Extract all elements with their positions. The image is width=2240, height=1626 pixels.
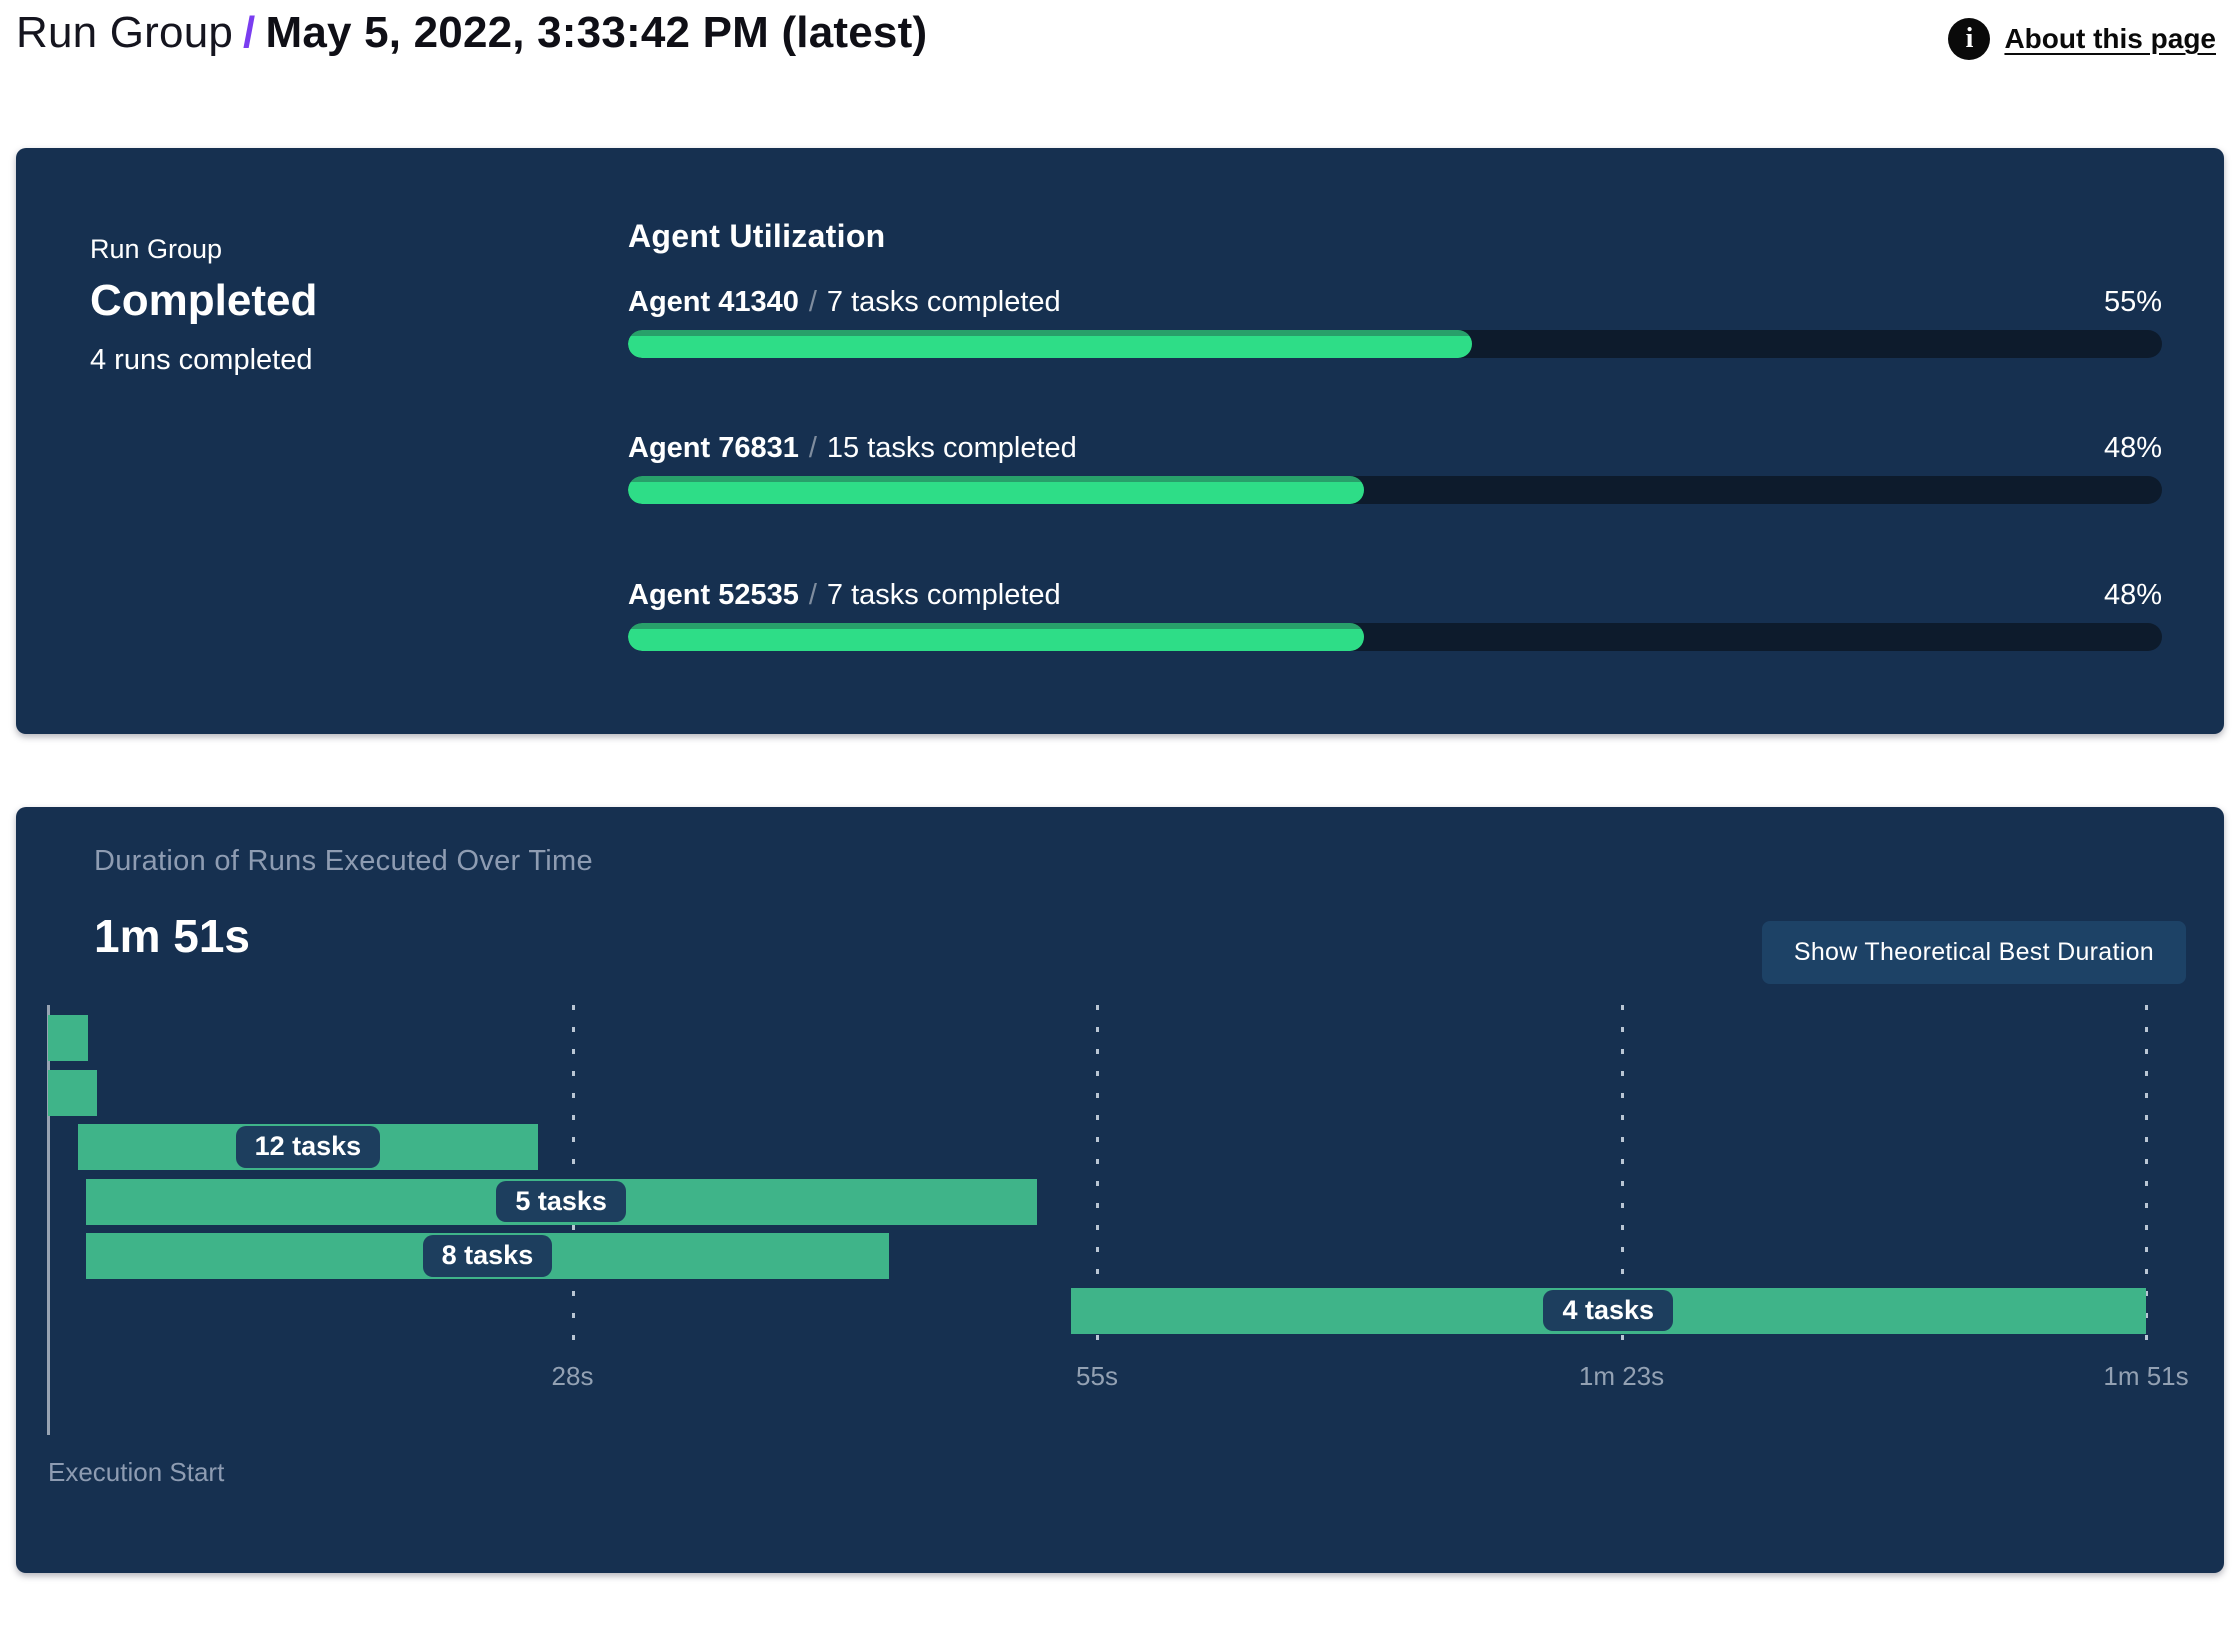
agent-tasks-completed: 7 tasks completed (826, 286, 1061, 318)
run-group-status-panel: Run Group Completed 4 runs completed Age… (16, 148, 2224, 734)
about-link-label[interactable]: About this page (2004, 23, 2216, 54)
info-icon[interactable]: i (1948, 18, 1991, 60)
run-duration-bar[interactable]: 4 tasks (1070, 1287, 2146, 1334)
agent-tasks-completed: 7 tasks completed (826, 579, 1061, 611)
task-count-pill: 12 tasks (235, 1126, 381, 1168)
agent-label-separator: / (808, 432, 817, 464)
page-title: May 5, 2022, 3:33:42 PM (latest) (265, 8, 928, 57)
axis-tick-label: 1m 51s (2103, 1361, 2189, 1391)
agent-label-line: Agent 41340 / 7 tasks completed 55% (628, 286, 2162, 322)
execution-start-axis-line (47, 1005, 50, 1435)
run-duration-bar[interactable] (48, 1015, 88, 1061)
agent-label-line: Agent 52535 / 7 tasks completed 48% (628, 579, 2162, 615)
show-theoretical-best-duration-button[interactable]: Show Theoretical Best Duration (1761, 921, 2186, 984)
total-duration-value: 1m 51s (94, 910, 251, 962)
agent-utilization-percent: 48% (2103, 579, 2162, 611)
agent-utilization-row: Agent 41340 / 7 tasks completed 55% (628, 286, 2162, 358)
run-duration-bar[interactable]: 8 tasks (85, 1233, 890, 1279)
axis-tick-label: 28s (551, 1361, 594, 1391)
agent-utilization-track (628, 330, 2162, 358)
agent-utilization-fill (628, 330, 1472, 358)
agent-name: Agent 41340 (628, 286, 799, 318)
agent-utilization-track (628, 476, 2162, 504)
gridline (1096, 1005, 1099, 1353)
agent-utilization-percent: 55% (2103, 286, 2162, 318)
task-count-pill: 4 tasks (1543, 1289, 1674, 1332)
axis-tick-label: 55s (1076, 1361, 1118, 1391)
agent-utilization-row: Agent 76831 / 15 tasks completed 48% (628, 432, 2162, 504)
gridline (2145, 1005, 2148, 1353)
agent-utilization-fill (628, 623, 1365, 651)
axis-tick-label: 1m 23s (1578, 1361, 1665, 1391)
task-count-pill: 8 tasks (422, 1235, 553, 1277)
gantt-chart: 12 tasks 5 tasks 8 tasks 4 tasks 28s 55s 1m 2… (47, 1005, 2189, 1573)
page-header: Run Group / May 5, 2022, 3:33:42 PM (lates… (16, 0, 2224, 110)
task-count-pill: 5 tasks (496, 1180, 626, 1223)
agent-tasks-completed: 15 tasks completed (826, 432, 1077, 464)
agent-name: Agent 52535 (628, 579, 799, 611)
agent-utilization-fill (628, 476, 1365, 504)
agent-label-separator: / (808, 579, 817, 611)
agent-utilization-percent: 48% (2103, 432, 2162, 464)
agent-label-line: Agent 76831 / 15 tasks completed 48% (628, 432, 2162, 468)
about-this-page-link[interactable]: i About this page (1948, 18, 2216, 60)
duration-chart-title: Duration of Runs Executed Over Time (94, 845, 593, 877)
run-group-label: Run Group (90, 234, 223, 264)
run-duration-bar[interactable]: 12 tasks (78, 1124, 538, 1170)
agent-utilization-track (628, 623, 2162, 651)
agent-label-separator: / (808, 286, 817, 318)
agent-utilization-section: Agent Utilization Agent 41340 / 7 tasks co… (628, 218, 2162, 651)
run-duration-bar[interactable]: 5 tasks (85, 1178, 1037, 1225)
gridline (1620, 1005, 1624, 1353)
breadcrumb-separator: / (243, 8, 256, 57)
run-group-subtitle: 4 runs completed (90, 344, 313, 376)
breadcrumb-run-group[interactable]: Run Group (16, 8, 234, 57)
duration-chart-panel: Duration of Runs Executed Over Time 1m 5… (16, 807, 2224, 1573)
run-group-status: Completed (90, 276, 318, 325)
agent-utilization-row: Agent 52535 / 7 tasks completed 48% (628, 579, 2162, 651)
run-duration-bar[interactable] (48, 1069, 98, 1116)
agent-name: Agent 76831 (628, 432, 799, 464)
breadcrumb: Run Group / May 5, 2022, 3:33:42 PM (lates… (16, 8, 927, 58)
agent-utilization-title: Agent Utilization (628, 218, 886, 254)
execution-start-label: Execution Start (48, 1457, 225, 1487)
